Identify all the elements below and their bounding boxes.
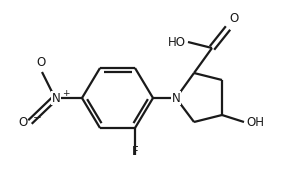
Text: O: O bbox=[19, 115, 28, 129]
Text: N: N bbox=[52, 92, 60, 105]
Text: +: + bbox=[62, 90, 69, 98]
Text: F: F bbox=[132, 145, 138, 158]
Text: OH: OH bbox=[246, 115, 264, 129]
Text: O: O bbox=[36, 56, 46, 69]
Text: N: N bbox=[171, 92, 180, 105]
Text: HO: HO bbox=[168, 36, 186, 50]
Text: O: O bbox=[229, 12, 238, 25]
Text: −: − bbox=[33, 113, 42, 123]
